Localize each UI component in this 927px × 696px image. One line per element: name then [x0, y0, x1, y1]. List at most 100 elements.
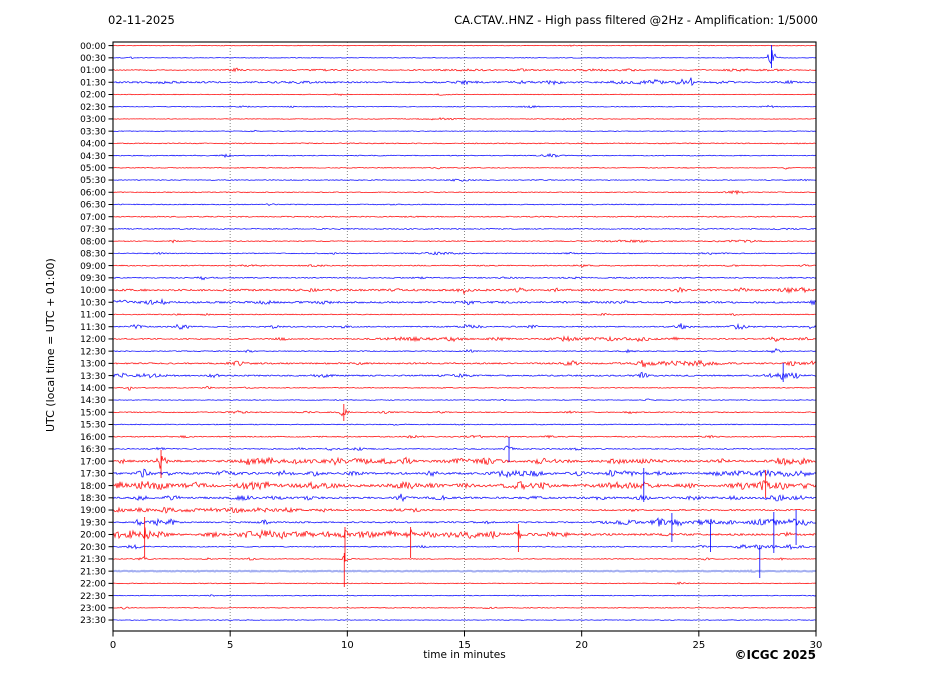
y-tick-label: 21:30: [80, 555, 106, 565]
trace-row: [113, 606, 816, 610]
x-tick-label: 10: [341, 640, 354, 651]
trace-row: [113, 286, 816, 295]
trace-row: [113, 506, 816, 514]
trace-row: [113, 166, 816, 170]
trace-rows: [113, 44, 816, 621]
x-tick-label: 20: [575, 640, 588, 651]
y-tick-label: 14:30: [80, 396, 106, 406]
trace-row: [113, 129, 816, 133]
plot-title: CA.CTAV..HNZ - High pass filtered @2Hz -…: [454, 13, 818, 27]
trace-row: [113, 359, 816, 368]
y-tick-label: 23:00: [80, 604, 106, 614]
trace-row: [113, 312, 816, 316]
x-tick-label: 15: [458, 640, 471, 651]
x-axis: 0 5 10 15 20 25 30: [110, 631, 823, 651]
grid-lines: [229, 42, 700, 631]
trace-row: [113, 594, 816, 597]
trace-row: [113, 455, 816, 469]
x-tick-label: 25: [692, 640, 705, 651]
trace-row: [113, 227, 816, 231]
y-tick-label: 16:00: [80, 433, 106, 443]
y-tick-label: 04:30: [80, 152, 106, 162]
trace-row: [113, 569, 816, 573]
trace-row: [113, 619, 816, 621]
y-tick-label: 17:00: [80, 457, 106, 467]
trace-row: [113, 189, 816, 196]
trace-row: [113, 398, 816, 402]
x-tick-label: 5: [227, 640, 233, 651]
y-tick-label: 13:30: [80, 372, 106, 382]
trace-row: [113, 543, 816, 551]
trace-row: [113, 117, 816, 121]
y-tick-label: 02:00: [80, 91, 106, 101]
y-tick-label: 15:00: [80, 408, 106, 418]
y-tick-label: 08:00: [80, 237, 106, 247]
trace-row: [113, 50, 816, 65]
trace-row: [113, 371, 816, 381]
y-tick-label: 01:30: [80, 78, 106, 88]
trace-row: [113, 527, 816, 540]
trace-row: [113, 264, 816, 268]
x-tick-label: 30: [810, 640, 823, 651]
trace-row: [113, 347, 816, 354]
trace-row: [113, 178, 816, 182]
y-tick-label: 19:00: [80, 506, 106, 516]
trace-row: [113, 493, 816, 503]
trace-row: [113, 581, 816, 586]
y-tick-label: 14:00: [80, 384, 106, 394]
trace-row: [113, 297, 816, 306]
trace-row: [113, 251, 816, 256]
trace-row: [113, 77, 816, 87]
y-tick-label: 16:30: [80, 445, 106, 455]
y-tick-label: 18:30: [80, 494, 106, 504]
y-tick-label: 00:00: [80, 42, 106, 52]
x-tick-label: 0: [110, 640, 116, 651]
y-tick-label: 11:30: [80, 323, 106, 333]
trace-row: [113, 434, 816, 439]
y-tick-label: 05:00: [80, 164, 106, 174]
y-tick-label: 20:30: [80, 543, 106, 553]
trace-row: [113, 275, 816, 281]
trace-row: [113, 44, 816, 47]
y-tick-label: 05:30: [80, 176, 106, 186]
trace-row: [113, 408, 816, 417]
trace-row: [113, 142, 816, 145]
y-tick-label: 20:00: [80, 531, 106, 541]
trace-row: [113, 323, 816, 330]
y-tick-label: 12:00: [80, 335, 106, 345]
y-tick-label: 15:30: [80, 421, 106, 431]
y-tick-label: 04:00: [80, 140, 106, 150]
trace-row: [113, 517, 816, 527]
y-tick-label: 09:00: [80, 262, 106, 272]
y-tick-label: 03:00: [80, 115, 106, 125]
y-tick-label: 11:00: [80, 311, 106, 321]
y-tick-label: 06:30: [80, 201, 106, 211]
trace-row: [113, 67, 816, 73]
copyright-credit: ©ICGC 2025: [734, 648, 816, 662]
trace-row: [113, 104, 816, 109]
trace-row: [113, 203, 816, 206]
y-tick-label: 07:00: [80, 213, 106, 223]
y-tick-label: 13:00: [80, 360, 106, 370]
plot-date: 02-11-2025: [108, 13, 175, 27]
y-tick-label: 22:30: [80, 592, 106, 602]
y-axis: 00:00 00:30 01:00 01:30 02:00 02:30 03:00 03:30…: [80, 42, 113, 626]
trace-row: [113, 468, 816, 479]
x-axis-label: time in minutes: [423, 649, 506, 661]
trace-row: [113, 385, 816, 391]
trace-row: [113, 423, 816, 426]
y-tick-label: 19:30: [80, 518, 106, 528]
y-tick-label: 12:30: [80, 347, 106, 357]
y-tick-label: 01:00: [80, 66, 106, 76]
y-tick-label: 02:30: [80, 103, 106, 113]
y-tick-label: 07:30: [80, 225, 106, 235]
y-tick-label: 18:00: [80, 482, 106, 492]
trace-row: [113, 479, 816, 491]
y-tick-label: 03:30: [80, 127, 106, 137]
y-tick-label: 08:30: [80, 250, 106, 260]
y-tick-label: 23:30: [80, 616, 106, 626]
trace-row: [113, 445, 816, 452]
y-tick-label: 00:30: [80, 54, 106, 64]
y-tick-label: 17:30: [80, 470, 106, 480]
